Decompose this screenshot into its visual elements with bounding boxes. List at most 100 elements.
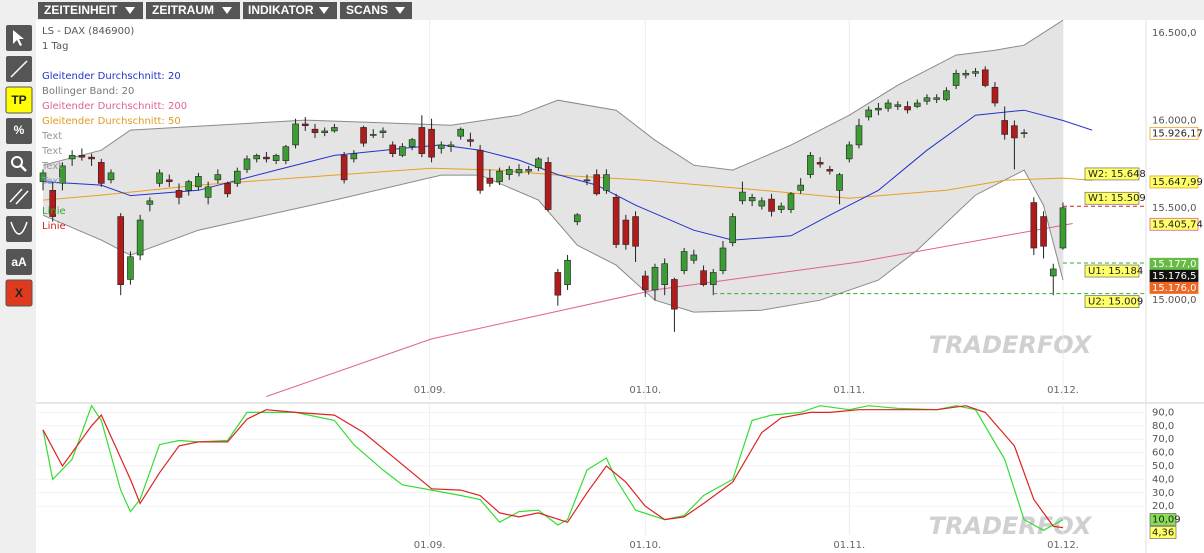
legend-entry: Text — [41, 146, 62, 157]
candle-body — [836, 174, 843, 191]
price-label: 15.176,5 — [1152, 271, 1197, 282]
candle-body — [777, 205, 785, 210]
candle-body — [622, 219, 630, 245]
price-label-box — [1149, 114, 1199, 127]
candle-body — [486, 177, 494, 184]
menu-label[interactable]: ZEITEINHEIT — [44, 3, 118, 17]
candle-body — [603, 174, 610, 191]
price-label: 16.000,0 — [1152, 115, 1197, 126]
x-tick-label: 01.10. — [629, 385, 661, 396]
x-tick-label: 01.10. — [629, 540, 661, 551]
candle-body — [884, 102, 892, 109]
candle-body — [739, 191, 746, 202]
candle-body — [321, 130, 329, 133]
dropdown-arrow — [125, 7, 135, 14]
legend-entry: 1 Tag — [42, 41, 68, 52]
candle-body — [564, 259, 571, 285]
zoom-icon — [20, 165, 27, 172]
take-profit-tool[interactable] — [5, 86, 33, 114]
candle-body — [331, 127, 338, 132]
tool-label[interactable]: X — [15, 286, 23, 300]
y-tick-label: 20,0 — [1152, 501, 1174, 512]
bollinger-line — [42, 19, 1064, 171]
line-icon — [10, 60, 28, 78]
candle-body — [272, 155, 280, 161]
dropdown-arrow — [319, 7, 329, 14]
level-label: U1: 15.184 — [1088, 266, 1143, 277]
menu-button[interactable] — [243, 2, 337, 19]
candle-body — [807, 155, 814, 175]
level-label: W2: 15.648 — [1088, 169, 1146, 180]
price-label-box — [1149, 126, 1199, 140]
watermark: TRADERFOX — [929, 512, 1093, 540]
channel-icon — [15, 190, 29, 205]
candle-body — [340, 155, 348, 181]
menu-button[interactable] — [340, 2, 412, 19]
tool-label[interactable]: aA — [11, 255, 27, 269]
candle-body — [525, 169, 533, 172]
price-label: 15.000,0 — [1152, 295, 1197, 306]
price-label: 15.926,17 — [1152, 128, 1203, 139]
candle-body — [544, 162, 552, 210]
candle-body — [447, 144, 455, 147]
price-label: 15.500,0 — [1152, 203, 1197, 214]
candle-body — [632, 216, 639, 247]
x-tick-label: 01.11. — [833, 540, 865, 551]
candle-body — [78, 155, 86, 158]
price-label: 15.177,0 — [1152, 259, 1197, 270]
candle-body — [875, 107, 882, 111]
candle-body — [690, 254, 698, 261]
menu-button[interactable] — [146, 2, 240, 19]
candle-body — [175, 190, 183, 198]
tool-label[interactable]: % — [14, 123, 25, 137]
candle-body — [379, 130, 387, 133]
value-label: 10,09 — [1152, 514, 1181, 525]
candle-body — [981, 69, 989, 86]
candle-body — [894, 104, 902, 107]
x-tick-label: 01.09. — [414, 540, 446, 551]
candle-body — [127, 256, 134, 280]
curve-tool[interactable] — [6, 216, 32, 242]
candle-body — [88, 156, 95, 160]
candle-body — [68, 155, 76, 160]
candle-body — [214, 174, 222, 181]
channel-tool[interactable] — [6, 183, 32, 209]
bollinger-line — [42, 169, 1064, 313]
candle-body — [496, 170, 503, 182]
menu-label[interactable]: ZEITRAUM — [152, 3, 214, 17]
candle-body — [350, 153, 358, 160]
candle-body — [39, 172, 47, 182]
watermark: TRADERFOX — [929, 331, 1093, 359]
level-label-box — [1084, 191, 1140, 205]
dropdown-arrow — [222, 7, 232, 14]
menu-button[interactable] — [38, 2, 143, 19]
candle-body — [253, 155, 261, 160]
candle-body — [816, 162, 824, 165]
legend: LS - DAX (846900) 1 Tag Gleitender Durchsc… — [41, 26, 187, 232]
candle-body — [165, 179, 173, 182]
toolbar: TP % aA X — [5, 25, 33, 307]
delete-tool[interactable] — [5, 279, 33, 307]
candle-body — [758, 200, 766, 207]
candle-body — [855, 125, 863, 146]
price-label-box — [1149, 201, 1199, 215]
text-tool[interactable] — [6, 249, 32, 275]
price-label-box — [1149, 217, 1199, 231]
percent-tool[interactable] — [6, 118, 32, 144]
zoom-tool[interactable] — [6, 151, 32, 177]
candle-body — [748, 197, 756, 202]
candle-body — [146, 200, 154, 205]
candle-body — [505, 169, 513, 175]
candle-body — [389, 144, 397, 154]
candle-body — [651, 266, 659, 291]
curve-icon — [10, 221, 28, 235]
price-label: 15.405,74 — [1152, 219, 1203, 230]
tool-label[interactable]: TP — [11, 93, 26, 107]
menu-label[interactable]: SCANS — [346, 3, 388, 17]
candle-body — [360, 127, 367, 144]
y-tick-label: 70,0 — [1152, 434, 1174, 445]
candle-body — [117, 216, 125, 285]
candle-body — [641, 275, 649, 291]
x-tick-label: 01.09. — [414, 385, 446, 396]
menu-label[interactable]: INDIKATOR — [248, 3, 314, 17]
